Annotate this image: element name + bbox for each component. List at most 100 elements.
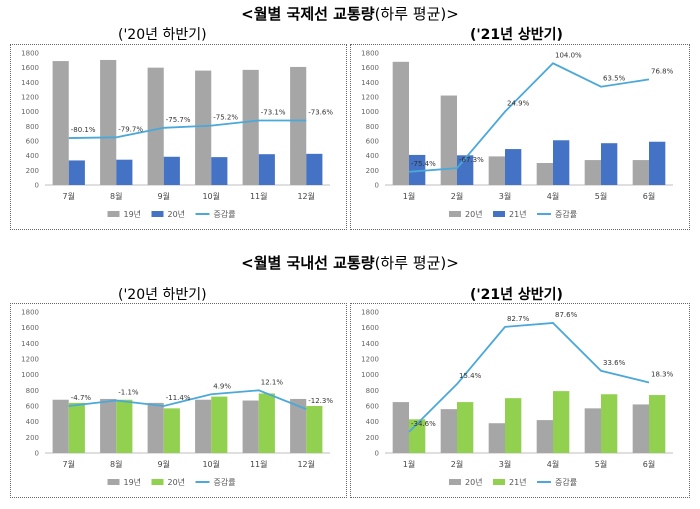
legend-label: 증감률 [555,209,577,219]
data-label: -73.6% [308,108,333,116]
x-tick-label: 10월 [202,459,220,469]
data-label: 104.0% [555,51,582,59]
dom-h1-chart: 0 200 400 600 800 1000 1200 1400 1600 1800 1월 2월 3월 4… [350,303,690,498]
y-tick-label: 800 [26,387,39,395]
dom-h2-subtitle: ('20년 하반기) [118,287,207,303]
data-label: 63.5% [603,75,626,83]
bar-19년-8월 [100,59,117,185]
bar-20년-5월 [584,408,601,453]
y-tick-label: 1200 [21,94,39,102]
data-label: 24.9% [507,100,530,108]
data-label: -1.1% [118,389,139,397]
y-tick-label: 200 [366,167,379,175]
x-tick-label: 8월 [110,191,122,201]
x-tick-label: 6월 [643,191,655,201]
data-label: -11.4% [166,394,191,402]
y-tick-label: 1000 [21,371,39,379]
bar-21년-6월 [649,141,666,185]
y-tick-label: 1800 [21,309,39,317]
bar-20년-12월 [306,153,323,185]
bar-19년-11월 [242,400,259,453]
bar-20년-7월 [68,402,85,453]
y-tick-label: 0 [375,450,379,458]
legend-label: 19년 [124,209,142,219]
x-tick-label: 4월 [547,191,559,201]
x-tick-label: 2월 [451,191,463,201]
bar-21년-4월 [553,140,570,185]
y-tick-label: 400 [366,152,379,160]
data-label: -12.3% [308,397,333,405]
y-tick-label: 400 [366,418,379,426]
line-series-증감률 [408,322,650,433]
y-tick-label: 800 [26,123,39,131]
x-tick-label: 9월 [158,191,170,201]
bar-20년-8월 [116,399,133,453]
y-tick-label: 1800 [361,50,379,58]
bar-20년-11월 [258,393,275,453]
bar-21년-2월 [457,402,474,453]
legend-label: 20년 [465,477,483,487]
y-tick-label: 1200 [21,356,39,364]
x-tick-label: 5월 [595,459,607,469]
y-tick-label: 600 [366,138,379,146]
bar-19년-7월 [52,61,69,185]
y-tick-label: 400 [26,418,39,426]
data-label: -80.1% [71,126,96,134]
data-label: -4.7% [71,394,92,402]
x-tick-label: 11월 [250,459,268,469]
bar-20년-8월 [116,159,133,185]
bar-21년-5월 [601,143,618,185]
y-tick-label: 1000 [361,371,379,379]
y-tick-label: 1800 [361,309,379,317]
line-series-증감률 [68,389,307,410]
intl-h1-chart: 0 200 400 600 800 1000 1200 1400 1600 1800 1월 2월 3월 4… [350,44,690,230]
data-label: -73.1% [261,108,286,116]
y-tick-label: 1400 [21,340,39,348]
legend-swatch [449,211,461,217]
intl-h1-subtitle: ('21년 상반기) [470,27,563,43]
y-tick-label: 1600 [21,324,39,332]
bar-20년-4월 [536,163,553,185]
x-tick-label: 1월 [403,459,415,469]
dom-h2-chart: 0 200 400 600 800 1000 1200 1400 1600 1800 7월 8월 9월 1… [10,303,347,498]
bar-20년-10월 [211,396,228,453]
bar-19년-7월 [52,399,69,453]
y-tick-label: 1400 [361,340,379,348]
x-tick-label: 7월 [63,191,75,201]
x-tick-label: 10월 [202,191,220,201]
legend-swatch [493,211,505,217]
legend-label: 증감률 [214,209,236,219]
y-tick-label: 1000 [21,108,39,116]
y-tick-label: 1200 [361,356,379,364]
x-tick-label: 7월 [63,459,75,469]
legend-label: 증감률 [214,477,236,487]
bar-20년-7월 [68,160,85,185]
bar-19년-10월 [195,70,212,185]
y-tick-label: 800 [366,123,379,131]
y-tick-label: 1600 [361,324,379,332]
bar-21년-4월 [553,391,570,453]
dom-title-rest: (하루 평균)> [374,254,459,272]
bar-20년-9월 [163,156,180,185]
data-label: -75.4% [411,160,436,168]
data-label: -75.7% [166,116,191,124]
y-tick-label: 1400 [21,79,39,87]
bar-19년-9월 [147,67,164,185]
data-label: 18.3% [651,371,674,379]
intl-h2-subtitle: ('20년 하반기) [118,27,207,43]
data-label: 4.9% [213,382,231,390]
x-tick-label: 1월 [403,191,415,201]
bar-19년-9월 [147,402,164,453]
x-tick-label: 9월 [158,459,170,469]
x-tick-label: 12월 [297,191,315,201]
line-series-증감률 [408,62,650,173]
bar-20년-10월 [211,157,228,185]
data-label: 87.6% [555,311,578,319]
bar-21년-3월 [505,398,522,453]
x-tick-label: 3월 [499,459,511,469]
dom-h1-subtitle: ('21년 상반기) [470,287,563,303]
legend-label: 20년 [168,209,186,219]
x-tick-label: 3월 [499,191,511,201]
legend-swatch [107,211,120,217]
bar-19년-11월 [242,69,259,185]
